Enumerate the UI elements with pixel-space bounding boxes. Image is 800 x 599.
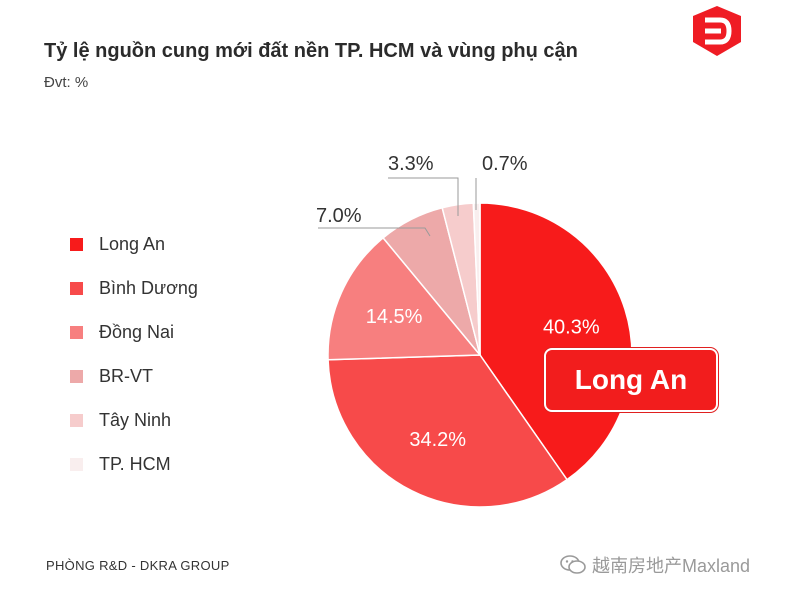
legend-item-tay-ninh: Tây Ninh — [70, 398, 198, 442]
legend-swatch — [70, 237, 83, 251]
highlight-callout: Long An — [544, 348, 718, 412]
legend-item-dong-nai: Đồng Nai — [70, 310, 198, 354]
watermark-text: 越南房地产Maxland — [592, 556, 751, 576]
legend-label: Bình Dương — [99, 277, 198, 298]
legend-item-tp-hcm: TP. HCM — [70, 442, 198, 486]
leader-line-3 — [318, 227, 431, 237]
legend-swatch — [70, 457, 83, 471]
legend-label: TP. HCM — [99, 453, 171, 474]
leader-line-4 — [388, 177, 459, 216]
data-label-0: 40.3% — [543, 316, 600, 338]
pie-slice-2 — [327, 236, 482, 361]
legend-item-br-vt: BR-VT — [70, 354, 198, 398]
data-label-3: 7.0% — [316, 205, 362, 227]
source-note: PHÒNG R&D - DKRA GROUP — [46, 558, 230, 573]
watermark: 越南房地产Maxland — [560, 552, 750, 578]
chart-legend: Long An Bình Dương Đồng Nai BR-VT Tây Ni… — [70, 222, 198, 486]
legend-swatch — [70, 413, 83, 427]
legend-swatch — [70, 369, 83, 383]
data-label-2: 14.5% — [366, 306, 423, 328]
wechat-icon — [560, 555, 586, 574]
chart-unit: Đvt: % — [44, 74, 89, 91]
data-label-5: 0.7% — [482, 153, 528, 175]
legend-item-binh-duong: Bình Dương — [70, 266, 198, 310]
legend-label: Tây Ninh — [99, 409, 172, 430]
data-label-4: 3.3% — [388, 153, 434, 175]
legend-label: BR-VT — [99, 365, 153, 386]
pie-slice-5 — [472, 202, 481, 356]
data-label-1: 34.2% — [409, 429, 466, 451]
legend-label: Đồng Nai — [99, 321, 175, 342]
legend-item-long-an: Long An — [70, 222, 198, 266]
dkra-logo-icon — [693, 6, 741, 56]
legend-label: Long An — [99, 233, 166, 254]
legend-swatch — [70, 281, 83, 295]
chart-title: Tỷ lệ nguồn cung mới đất nền TP. HCM và … — [44, 40, 578, 62]
pie-slice-1 — [327, 354, 569, 508]
legend-swatch — [70, 325, 83, 339]
